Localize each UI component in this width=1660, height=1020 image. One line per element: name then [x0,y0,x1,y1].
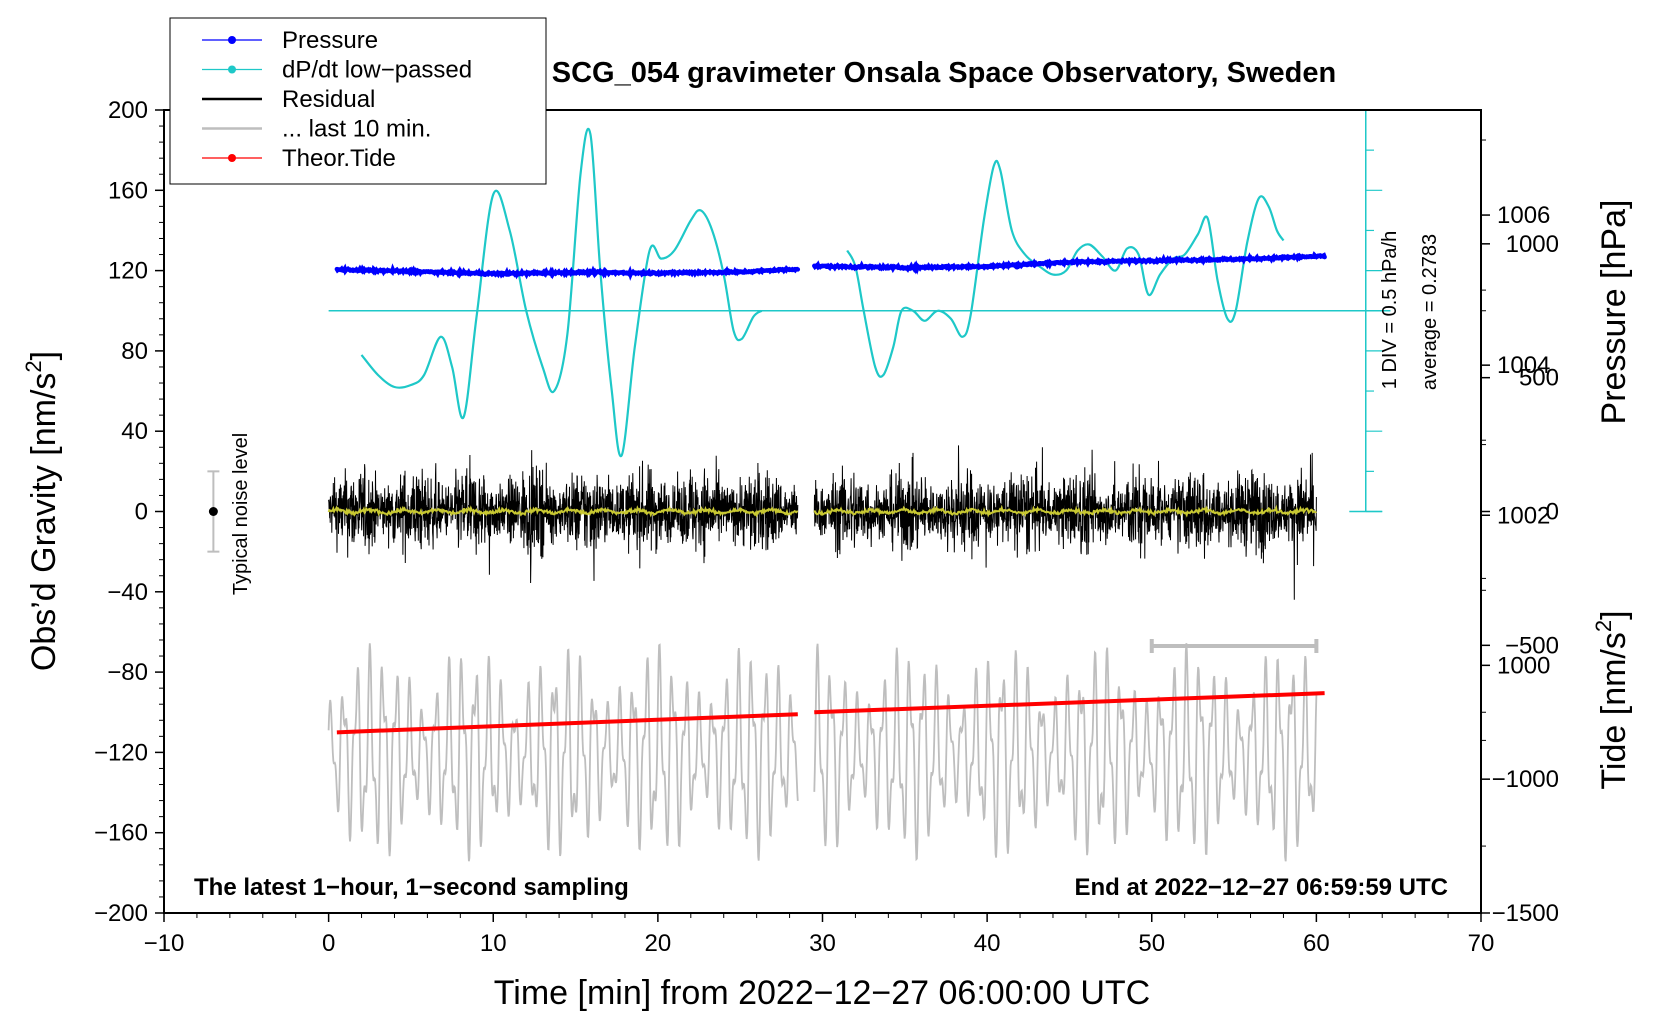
x-tick-label: 60 [1303,930,1330,957]
y-left-tick-label: 80 [121,338,148,365]
pressure-series-segment-1 [812,251,1327,275]
legend-swatch-marker [228,36,236,44]
pressure-tick-label: 1000 [1497,652,1550,679]
y-axis-title-left-end: ] [25,351,63,360]
dpdt-series-segment-0 [360,127,763,458]
legend-entry: Pressure [202,27,378,54]
y-left-tick-label: 160 [108,177,148,204]
legend-label: Pressure [282,27,378,54]
x-axis-title: Time [min] from 2022−12−27 06:00:00 UTC [494,974,1150,1012]
x-tick-label: 40 [974,930,1001,957]
tide-tick-label: −500 [1505,632,1559,659]
tide-series-segment-1 [814,691,1325,715]
tide-tick-label: 0 [1546,499,1559,526]
residual-series-segment-1 [813,445,1317,600]
tide-tick-label: −1000 [1492,766,1559,793]
tide-series-segment-0 [336,712,798,735]
tide-tick-label: 500 [1519,365,1559,392]
chart-title: SCG_054 gravimeter Onsala Space Observat… [552,57,1336,89]
pressure-tick-label: 1006 [1497,202,1550,229]
x-tick-label: 20 [645,930,672,957]
y-left-tick-label: 200 [108,97,148,124]
annotation-bottom-right: End at 2022−12−27 06:59:59 UTC [1074,874,1448,901]
y-axis-title-left: Obs’d Gravity [nm/s2] [21,351,63,671]
residual-smoothed-segment-0 [327,505,799,518]
legend-entry: Residual [202,86,375,113]
x-tick-label: 30 [809,930,836,957]
y-axis-title-tide-end: ] [1595,610,1633,619]
y-left-tick-label: 40 [121,418,148,445]
y-left-tick-label: −40 [107,579,148,606]
x-tick-label: 10 [480,930,507,957]
pressure-series-segment-0 [334,263,801,281]
legend-label: ... last 10 min. [282,116,431,143]
tide-tick-label: −1500 [1492,900,1559,927]
legend-entry: ... last 10 min. [202,116,431,143]
last10-series-segment-0 [327,643,799,862]
plot-layer [207,109,1391,862]
legend-swatch-marker [228,65,236,74]
legend-entry: dP/dt low−passed [202,57,472,84]
y-left-tick-label: −160 [94,820,148,847]
y-axis-title-tide: Tide [nm/s2] [1591,610,1633,789]
legend-entry: Theor.Tide [202,145,396,172]
dpdt-series-segment-1 [846,159,1285,378]
x-tick-label: −10 [144,930,185,957]
y-left-tick-label: −80 [107,659,148,686]
residual-smoothed-segment-1 [813,504,1317,518]
noise-level-dot [208,507,218,516]
legend-label: Residual [282,86,375,113]
y-left-tick-label: −200 [94,900,148,927]
x-tick-label: 0 [322,930,335,957]
last10-series-segment-1 [813,643,1318,862]
pressure-tick-label: 1004 [1497,352,1550,379]
residual-series-segment-0 [328,450,799,584]
legend-label: Theor.Tide [282,145,396,172]
y-left-tick-label: 0 [135,499,148,526]
y-left-tick-label: −120 [94,739,148,766]
y-axis-title-pressure: Pressure [hPa] [1595,200,1633,425]
annotation-bottom-left: The latest 1−hour, 1−second sampling [194,874,629,901]
x-tick-label: 50 [1138,930,1165,957]
legend-swatch-marker [228,154,236,162]
y-left-tick-label: 120 [108,258,148,285]
annotation-noise-level: Typical noise level [230,433,252,595]
y-axis-title-tide-sup: 2 [1591,620,1616,632]
x-tick-label: 70 [1468,930,1495,957]
pressure-tick-label: 1002 [1497,502,1550,529]
legend-label: dP/dt low−passed [282,57,472,84]
axes-layer: −10 0 10 20 30 40 50 60 70 200 160 120 80 40 0 −40 −80 −1… [94,97,1559,957]
y-axis-title-left-sup: 2 [21,360,46,372]
tide-tick-label: 1000 [1506,231,1559,258]
y-axis-title-tide-main: Tide [nm/s [1595,632,1633,789]
annotation-dpdt-scale: 1 DIV = 0.5 hPa/h [1379,231,1401,389]
annotation-dpdt-average: average = 0.2783 [1419,234,1441,390]
y-axis-title-left-main: Obs’d Gravity [nm/s [25,373,63,672]
